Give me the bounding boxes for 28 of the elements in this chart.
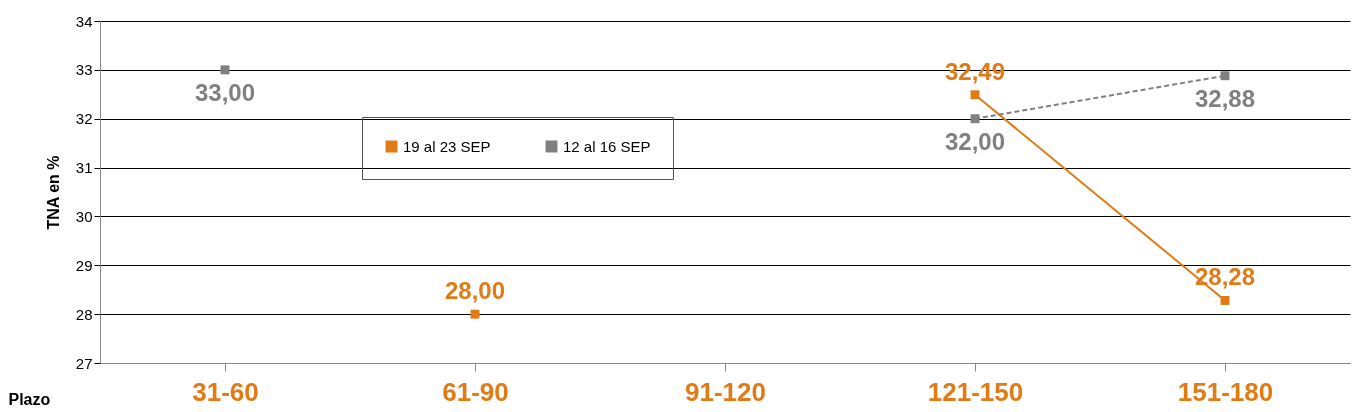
x-tick-label: 151-180	[1177, 376, 1274, 407]
point	[970, 90, 980, 100]
x-axis-title: Plazo	[8, 390, 51, 408]
y-tick-label: 28	[75, 305, 93, 323]
y-tick-label: 27	[75, 354, 93, 372]
y-axis-title: TNA en %	[44, 155, 62, 230]
point	[220, 65, 230, 75]
data-label: 33,00	[194, 78, 256, 106]
legend-label: 19 al 23 SEP	[403, 137, 491, 155]
y-tick-label: 32	[75, 110, 93, 128]
x-tick-label: 121-150	[927, 376, 1024, 407]
data-label: 28,28	[1194, 263, 1256, 291]
y-tick-label: 31	[75, 159, 93, 177]
point	[1220, 295, 1230, 305]
legend-label: 12 al 16 SEP	[563, 137, 651, 155]
y-tick-label: 33	[75, 61, 93, 79]
x-tick-label: 91-120	[685, 376, 766, 407]
y-tick-label: 30	[75, 207, 93, 225]
x-tick-label: 61-90	[442, 376, 509, 407]
y-tick-label: 34	[75, 12, 93, 30]
point	[470, 309, 480, 319]
y-tick-label: 29	[75, 256, 93, 274]
data-label: 28,00	[444, 277, 506, 305]
point	[970, 114, 980, 124]
point	[1220, 71, 1230, 81]
data-label: 32,88	[1194, 84, 1256, 112]
data-label: 32,00	[944, 127, 1006, 155]
x-tick-label: 31-60	[192, 376, 259, 407]
